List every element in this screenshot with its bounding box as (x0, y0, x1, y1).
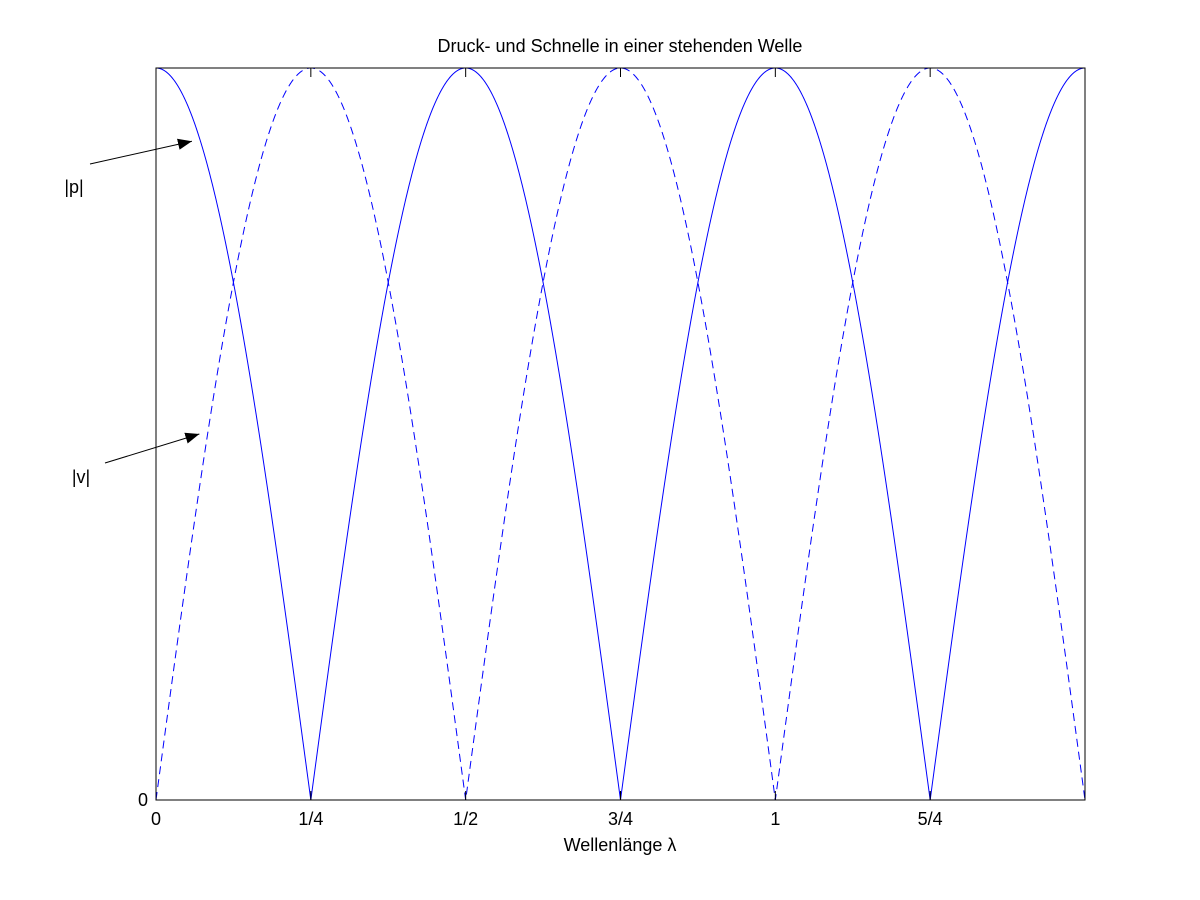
annotation-layer: |p| |v| (64, 138, 200, 487)
x-tick-label: 0 (151, 809, 161, 829)
annotation-arrow (89, 138, 193, 165)
annotation-label: |p| (64, 177, 83, 197)
x-tick-label: 3/4 (608, 809, 633, 829)
x-tick-label: 5/4 (918, 809, 943, 829)
annotation-label: |v| (72, 467, 90, 487)
annotation-arrow (104, 432, 200, 464)
x-tick-label: 1/4 (298, 809, 323, 829)
tick-layer: 0 1/4 1/2 3/4 1 5/4 0 (138, 68, 943, 829)
plot-area-frame (155, 67, 1086, 801)
y-tick-label: 0 (138, 790, 148, 810)
x-tick-label: 1/2 (453, 809, 478, 829)
x-tick-label: 1 (770, 809, 780, 829)
x-axis-label: Wellenlänge λ (564, 835, 677, 855)
chart-title: Druck- und Schnelle in einer stehenden W… (438, 36, 803, 56)
